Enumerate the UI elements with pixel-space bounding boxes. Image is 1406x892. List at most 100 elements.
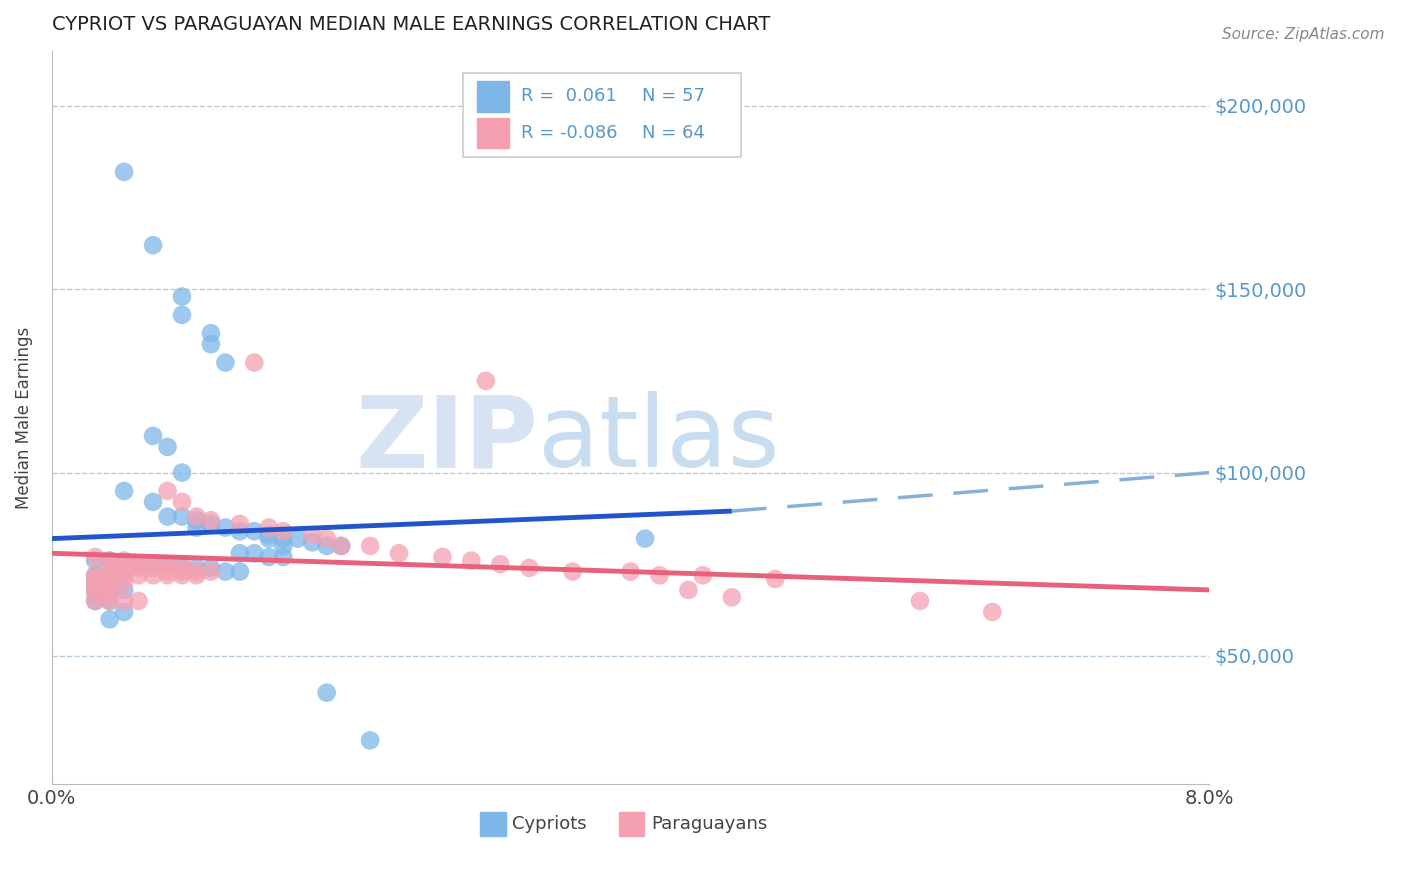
Point bbox=[98, 568, 121, 582]
Point bbox=[98, 594, 121, 608]
Point bbox=[517, 561, 540, 575]
Point bbox=[112, 558, 135, 572]
Point bbox=[678, 582, 700, 597]
Point bbox=[200, 516, 222, 531]
Point bbox=[112, 568, 135, 582]
Point bbox=[112, 605, 135, 619]
Point bbox=[142, 568, 165, 582]
Point bbox=[200, 326, 222, 341]
Point bbox=[619, 565, 641, 579]
Point bbox=[330, 539, 353, 553]
Point bbox=[186, 568, 208, 582]
Point bbox=[200, 513, 222, 527]
Bar bbox=[479, 813, 506, 836]
Point bbox=[84, 582, 107, 597]
Text: CYPRIOT VS PARAGUAYAN MEDIAN MALE EARNINGS CORRELATION CHART: CYPRIOT VS PARAGUAYAN MEDIAN MALE EARNIN… bbox=[52, 15, 770, 34]
Point bbox=[359, 733, 381, 747]
Point bbox=[243, 355, 266, 369]
Text: N = 64: N = 64 bbox=[643, 124, 704, 142]
Point bbox=[257, 528, 280, 542]
Point bbox=[634, 532, 657, 546]
Point bbox=[142, 495, 165, 509]
Point bbox=[156, 440, 179, 454]
Point bbox=[84, 575, 107, 590]
Point bbox=[475, 374, 498, 388]
Point bbox=[257, 520, 280, 534]
Point bbox=[170, 289, 193, 303]
Point bbox=[98, 582, 121, 597]
Point bbox=[170, 568, 193, 582]
Point bbox=[489, 558, 512, 572]
Point bbox=[84, 553, 107, 567]
Point bbox=[128, 594, 150, 608]
Point bbox=[214, 355, 236, 369]
Point bbox=[186, 509, 208, 524]
Point bbox=[186, 561, 208, 575]
Point bbox=[200, 565, 222, 579]
Point bbox=[200, 561, 222, 575]
Point bbox=[142, 561, 165, 575]
Point bbox=[257, 532, 280, 546]
Point bbox=[692, 568, 714, 582]
Bar bbox=[477, 81, 509, 112]
Point bbox=[98, 553, 121, 567]
Point bbox=[186, 565, 208, 579]
Point bbox=[128, 558, 150, 572]
Point bbox=[170, 466, 193, 480]
Point bbox=[112, 558, 135, 572]
Point bbox=[243, 524, 266, 539]
Point bbox=[315, 539, 337, 553]
Point bbox=[112, 165, 135, 179]
Text: Paraguayans: Paraguayans bbox=[651, 815, 768, 833]
Point bbox=[142, 429, 165, 443]
Point bbox=[460, 553, 482, 567]
Point bbox=[84, 594, 107, 608]
Point bbox=[908, 594, 931, 608]
Point bbox=[170, 561, 193, 575]
Point bbox=[84, 594, 107, 608]
Point bbox=[287, 532, 309, 546]
Point bbox=[359, 539, 381, 553]
Point bbox=[388, 546, 411, 560]
Point bbox=[112, 561, 135, 575]
Point bbox=[112, 594, 135, 608]
Point bbox=[301, 535, 323, 549]
Point bbox=[981, 605, 1004, 619]
Text: atlas: atlas bbox=[538, 391, 779, 488]
Point bbox=[98, 561, 121, 575]
Point bbox=[186, 513, 208, 527]
Point bbox=[98, 575, 121, 590]
Point bbox=[156, 568, 179, 582]
Point bbox=[98, 568, 121, 582]
Point bbox=[84, 568, 107, 582]
Point bbox=[330, 539, 353, 553]
Point bbox=[128, 558, 150, 572]
Point bbox=[271, 549, 294, 564]
Point bbox=[98, 586, 121, 600]
Point bbox=[112, 483, 135, 498]
Bar bbox=[619, 813, 644, 836]
Point bbox=[170, 565, 193, 579]
Y-axis label: Median Male Earnings: Median Male Earnings bbox=[15, 326, 32, 508]
Text: R =  0.061: R = 0.061 bbox=[520, 87, 616, 105]
Point bbox=[214, 565, 236, 579]
Text: Source: ZipAtlas.com: Source: ZipAtlas.com bbox=[1222, 27, 1385, 42]
Text: N = 57: N = 57 bbox=[643, 87, 706, 105]
Point bbox=[98, 553, 121, 567]
Point bbox=[229, 546, 252, 560]
Point bbox=[142, 558, 165, 572]
Point bbox=[98, 572, 121, 586]
Point bbox=[84, 575, 107, 590]
Point bbox=[170, 308, 193, 322]
Point bbox=[112, 553, 135, 567]
Point bbox=[128, 561, 150, 575]
Point bbox=[243, 546, 266, 560]
Point bbox=[229, 565, 252, 579]
Point bbox=[186, 520, 208, 534]
Point bbox=[432, 549, 454, 564]
Point bbox=[170, 509, 193, 524]
Text: ZIP: ZIP bbox=[356, 391, 538, 488]
Point bbox=[84, 586, 107, 600]
Point bbox=[112, 582, 135, 597]
Point bbox=[301, 528, 323, 542]
